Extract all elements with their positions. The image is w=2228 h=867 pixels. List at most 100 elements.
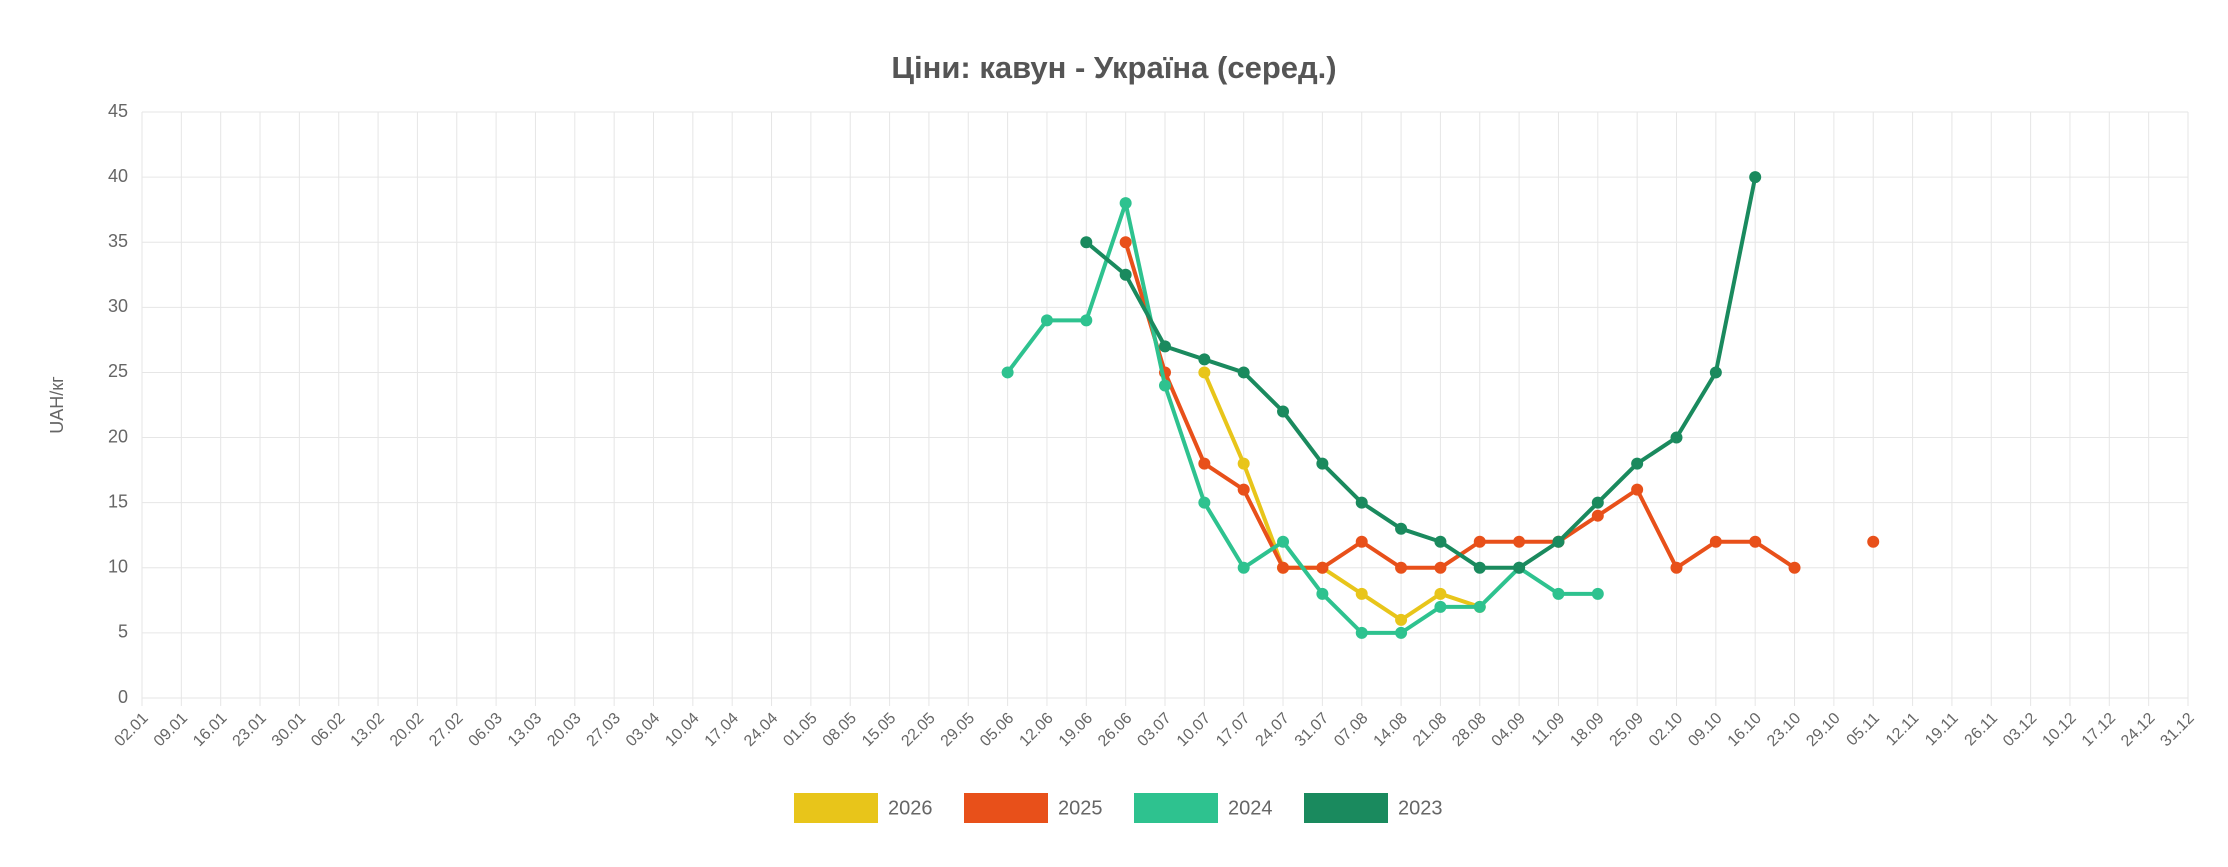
data-point: [1237, 561, 1250, 574]
data-point: [1434, 587, 1447, 600]
x-tick-label: 27.02: [426, 710, 466, 750]
x-tick-label: 24.07: [1253, 710, 1293, 750]
data-point: [1198, 496, 1211, 509]
x-tick-label: 28.08: [1449, 710, 1489, 750]
x-tick-label: 03.12: [2000, 710, 2040, 750]
x-tick-label: 17.07: [1213, 710, 1253, 750]
x-tick-label: 17.04: [702, 710, 742, 750]
series-line: [1202, 371, 1481, 622]
x-tick-label: 22.05: [898, 710, 938, 750]
x-tick-label: 24.04: [741, 710, 781, 750]
data-point: [1513, 535, 1526, 548]
data-point: [1277, 535, 1290, 548]
data-point: [1355, 626, 1368, 639]
series-line: [1006, 201, 1598, 635]
data-point: [1355, 587, 1368, 600]
data-point: [1198, 353, 1211, 366]
data-point: [1867, 535, 1880, 548]
x-tick-label: 10.07: [1174, 710, 1214, 750]
legend-swatch: [794, 793, 878, 823]
legend-label: 2026: [888, 797, 933, 819]
data-point: [1749, 171, 1762, 184]
data-point: [1159, 340, 1171, 353]
data-point: [1749, 535, 1762, 548]
data-point: [1355, 496, 1368, 509]
x-tick-label: 10.04: [662, 710, 702, 750]
data-point: [1434, 600, 1447, 613]
x-tick-label: 02.01: [111, 710, 151, 750]
y-tick-label: 0: [118, 687, 128, 707]
data-point: [1631, 457, 1644, 470]
data-point: [1473, 600, 1486, 613]
data-point: [1080, 236, 1093, 249]
x-tick-label: 15.05: [859, 710, 899, 750]
x-tick-label: 05.06: [977, 710, 1017, 750]
x-tick-label: 06.03: [466, 710, 506, 750]
x-tick-label: 03.07: [1134, 710, 1174, 750]
data-point: [1198, 457, 1211, 470]
x-tick-label: 19.06: [1056, 710, 1096, 750]
data-point: [1552, 535, 1565, 548]
y-tick-label: 25: [108, 361, 128, 381]
x-tick-label: 13.02: [348, 710, 388, 750]
data-point: [1395, 561, 1408, 574]
data-point: [1080, 314, 1093, 327]
data-point: [1473, 535, 1486, 548]
data-point: [1237, 457, 1250, 470]
data-point: [1591, 496, 1604, 509]
data-point: [1277, 561, 1290, 574]
data-point: [1434, 535, 1447, 548]
data-point: [1395, 626, 1408, 639]
x-tick-label: 04.09: [1489, 710, 1529, 750]
data-point: [1670, 561, 1683, 574]
y-tick-label: 20: [108, 426, 128, 446]
x-tick-label: 17.12: [2079, 710, 2119, 750]
x-tick-label: 09.10: [1685, 710, 1725, 750]
data-point: [1552, 587, 1565, 600]
legend-swatch: [1304, 793, 1388, 823]
x-tick-label: 23.01: [230, 710, 270, 750]
x-tick-label: 08.05: [820, 710, 860, 750]
x-tick-label: 02.10: [1646, 710, 1686, 750]
x-tick-label: 25.09: [1607, 710, 1647, 750]
x-tick-label: 27.03: [584, 710, 624, 750]
x-tick-label: 20.03: [544, 710, 584, 750]
x-tick-label: 11.09: [1529, 710, 1569, 750]
data-point: [1395, 613, 1408, 626]
data-point: [1395, 522, 1408, 535]
legend-label: 2023: [1398, 797, 1443, 819]
data-point: [1119, 268, 1132, 281]
data-point: [1631, 483, 1644, 496]
x-tick-label: 24.12: [2118, 710, 2158, 750]
x-tick-label: 21.08: [1410, 710, 1450, 750]
chart-title: Ціни: кавун - Україна (серед.): [891, 50, 1336, 85]
data-point: [1591, 587, 1604, 600]
data-point: [1001, 366, 1014, 379]
x-tick-label: 19.11: [1922, 710, 1962, 750]
x-tick-label: 09.01: [151, 710, 191, 750]
y-tick-label: 10: [108, 557, 128, 577]
y-tick-label: 35: [108, 231, 128, 251]
data-point: [1434, 561, 1447, 574]
x-tick-label: 30.01: [269, 710, 309, 750]
data-point: [1670, 431, 1683, 444]
data-point: [1277, 405, 1290, 418]
data-point: [1237, 366, 1250, 379]
x-tick-label: 10.12: [2039, 710, 2079, 750]
y-axis-label: UAH/кг: [47, 376, 67, 434]
x-tick-label: 12.06: [1016, 710, 1056, 750]
legend-swatch: [964, 793, 1048, 823]
x-tick-label: 16.01: [190, 710, 230, 750]
x-tick-label: 31.07: [1292, 710, 1332, 750]
x-tick-label: 29.05: [938, 710, 978, 750]
x-tick-label: 13.03: [505, 710, 545, 750]
legend-swatch: [1134, 793, 1218, 823]
legend-label: 2024: [1228, 797, 1273, 819]
x-tick-label: 01.05: [780, 710, 820, 750]
data-point: [1591, 509, 1604, 522]
data-point: [1237, 483, 1250, 496]
y-tick-label: 30: [108, 296, 128, 316]
data-point: [1513, 561, 1526, 574]
data-point: [1198, 366, 1211, 379]
